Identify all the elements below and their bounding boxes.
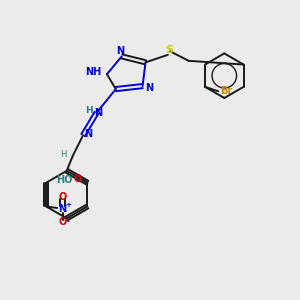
Text: HO: HO — [56, 175, 73, 185]
Text: +: + — [65, 202, 71, 208]
Text: N: N — [84, 129, 92, 139]
Text: N: N — [94, 108, 102, 118]
Text: H: H — [60, 150, 66, 159]
Text: S: S — [165, 44, 173, 55]
Text: O: O — [74, 174, 82, 184]
Text: O: O — [58, 217, 67, 227]
Text: N: N — [116, 46, 124, 56]
Text: N: N — [145, 82, 153, 93]
Text: N: N — [58, 204, 67, 214]
Text: O: O — [58, 192, 67, 202]
Text: NH: NH — [85, 67, 102, 77]
Text: H: H — [85, 106, 93, 115]
Text: -: - — [66, 219, 69, 225]
Text: Br: Br — [220, 86, 233, 96]
